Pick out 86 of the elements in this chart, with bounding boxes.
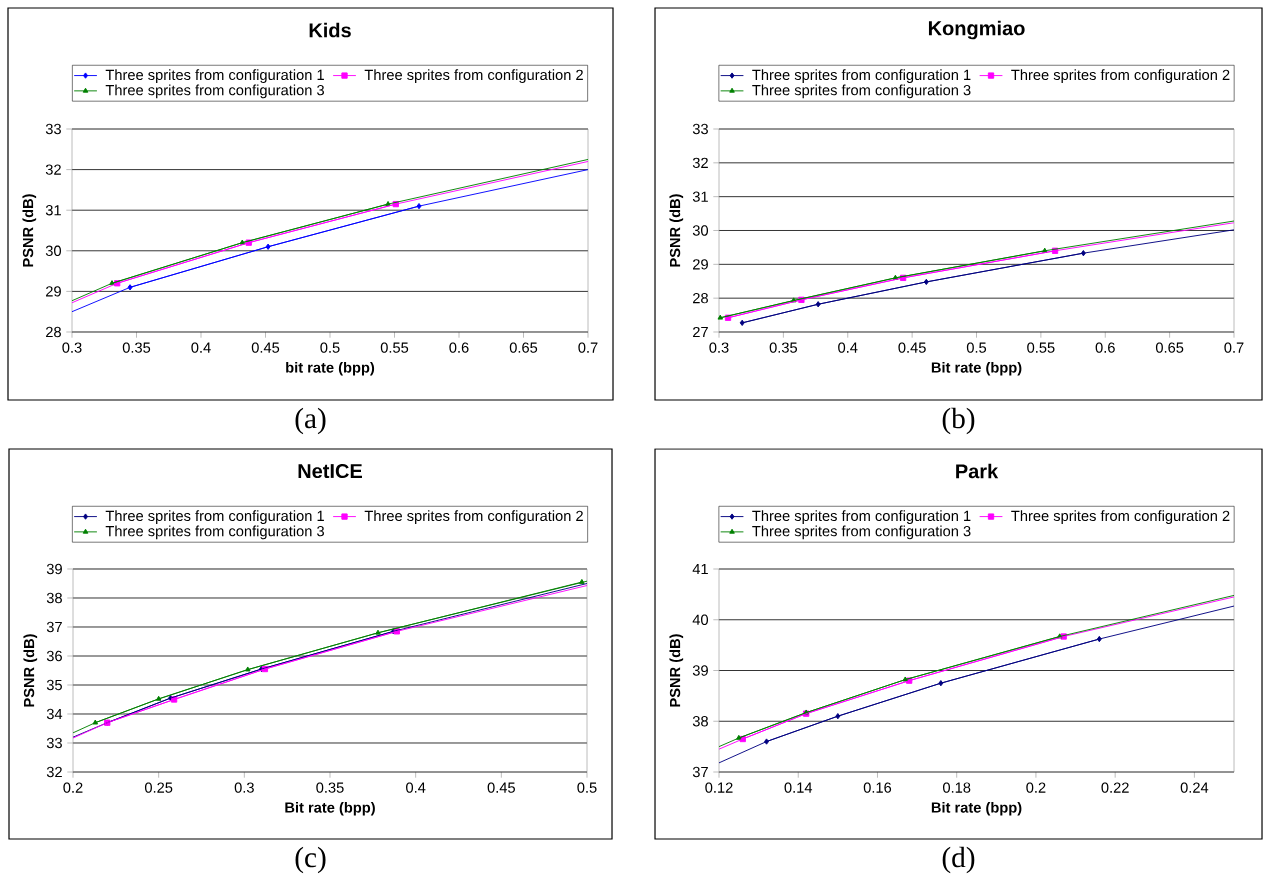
y-tick-label: 36 (46, 650, 62, 662)
legend-label: Three sprites from configuration 3 (752, 525, 971, 540)
x-tick-label: 0.16 (863, 782, 892, 793)
x-tick-label: 0.2 (1026, 782, 1046, 793)
legend-label: Three sprites from configuration 3 (752, 84, 971, 99)
x-axis-title: Bit rate (bpp) (931, 361, 1022, 376)
x-tick-label: 0.6 (449, 342, 469, 353)
x-tick-label: 0.4 (406, 782, 426, 793)
x-tick-label: 0.14 (784, 782, 813, 793)
x-tick-label: 0.3 (234, 782, 254, 793)
y-tick-label: 28 (46, 326, 61, 338)
x-tick-label: 0.2 (63, 782, 83, 793)
y-tick-label: 29 (46, 286, 61, 297)
x-tick-label: 0.12 (705, 782, 733, 793)
text: (a) (295, 407, 326, 435)
legend-label: Three sprites from configuration 2 (1011, 510, 1230, 524)
x-tick-label: 0.45 (898, 342, 926, 353)
x-tick-label: 0.24 (1180, 782, 1209, 793)
y-tick-label: 37 (692, 766, 708, 778)
y-tick-label: 33 (45, 123, 61, 135)
x-tick-label: 0.5 (577, 782, 597, 793)
x-tick-label: 0.35 (769, 342, 798, 353)
y-axis-title: PSNR (dB) (23, 634, 38, 707)
legend-label: Three sprites from configuration 1 (105, 69, 324, 83)
legend-label: Three sprites from configuration 2 (1011, 69, 1230, 83)
x-tick-label: 0.55 (1027, 342, 1055, 353)
y-tick-label: 31 (692, 191, 708, 202)
y-tick-label: 38 (692, 716, 708, 727)
y-tick-label: 32 (46, 766, 62, 778)
x-tick-label: 0.3 (709, 342, 729, 353)
x-tick-label: 0.3 (62, 342, 82, 353)
x-tick-label: 0.45 (487, 782, 515, 793)
y-tick-label: 30 (45, 245, 62, 256)
legend-label: Three sprites from configuration 2 (364, 69, 583, 83)
text: (d) (942, 846, 975, 874)
legend-label: Three sprites from configuration 1 (752, 69, 971, 83)
x-tick-label: 0.22 (1101, 782, 1129, 793)
y-tick-label: 31 (45, 205, 61, 216)
legend-label: Three sprites from configuration 2 (364, 510, 583, 524)
x-axis-title: Bit rate (bpp) (931, 801, 1022, 816)
x-tick-label: 0.35 (316, 782, 344, 793)
chart-title: Kids (309, 22, 351, 38)
x-tick-label: 0.4 (191, 342, 211, 353)
y-tick-label: 39 (692, 665, 708, 676)
legend-label: Three sprites from configuration 1 (752, 510, 971, 524)
y-axis-title: PSNR (dB) (22, 194, 37, 267)
legend-label: Three sprites from configuration 1 (105, 510, 324, 524)
y-tick-label: 38 (46, 592, 62, 604)
x-tick-label: 0.65 (509, 342, 538, 353)
x-axis-title: bit rate (bpp) (286, 361, 375, 376)
y-tick-label: 40 (692, 614, 709, 625)
x-tick-label: 0.5 (320, 342, 340, 353)
x-tick-label: 0.7 (578, 342, 598, 353)
x-tick-label: 0.65 (1155, 342, 1184, 353)
x-axis-title: Bit rate (bpp) (285, 801, 375, 816)
x-tick-label: 0.6 (1095, 342, 1115, 353)
chart-title: NetICE (298, 463, 362, 479)
y-axis-title: PSNR (dB) (669, 634, 684, 707)
x-tick-label: 0.55 (380, 342, 409, 353)
y-tick-label: 35 (46, 679, 62, 691)
y-tick-label: 28 (693, 292, 708, 304)
y-tick-label: 33 (692, 123, 708, 135)
y-tick-label: 34 (46, 708, 63, 720)
y-tick-label: 37 (46, 621, 62, 633)
y-tick-label: 33 (46, 737, 62, 749)
y-tick-label: 30 (692, 225, 709, 236)
x-tick-label: 0.25 (144, 782, 173, 793)
x-tick-label: 0.5 (966, 342, 987, 353)
chart-title: Kongmiao (928, 20, 1025, 40)
legend-label: Three sprites from configuration 3 (105, 84, 324, 99)
x-tick-label: 0.45 (251, 342, 280, 353)
x-tick-label: 0.4 (838, 342, 858, 353)
y-tick-label: 27 (693, 326, 708, 338)
y-tick-label: 29 (693, 259, 708, 270)
text: (b) (942, 407, 975, 435)
y-tick-label: 41 (692, 563, 708, 575)
text: (c) (295, 846, 326, 874)
y-tick-label: 32 (692, 157, 708, 169)
y-tick-label: 32 (45, 164, 61, 175)
x-tick-label: 0.7 (1224, 342, 1244, 353)
y-axis-title: PSNR (dB) (669, 194, 684, 267)
legend-label: Three sprites from configuration 3 (105, 525, 324, 540)
x-tick-label: 0.18 (942, 782, 971, 793)
chart-title: Park (956, 463, 999, 479)
x-tick-label: 0.35 (122, 342, 151, 353)
y-tick-label: 39 (46, 563, 62, 575)
